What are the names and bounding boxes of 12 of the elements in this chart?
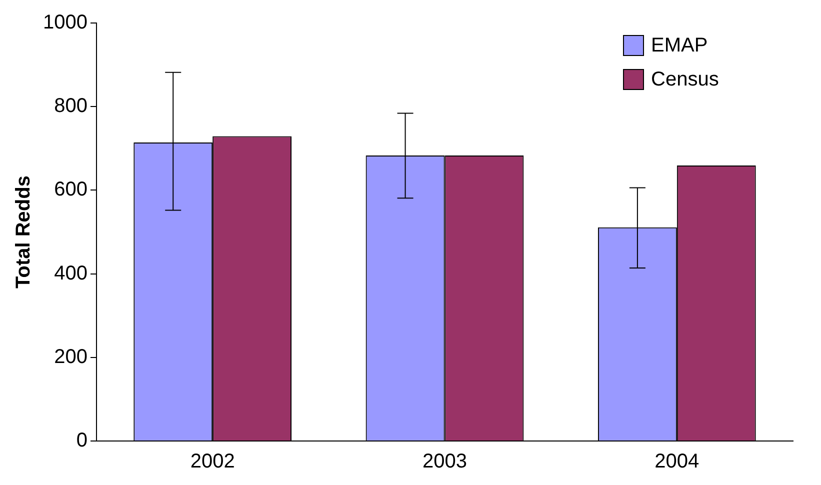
y-tick-label: 1000 [42, 12, 88, 34]
x-tick-label: 2002 [190, 450, 235, 473]
y-tick-label: 600 [54, 178, 88, 201]
y-tick-label: 200 [54, 346, 88, 368]
x-tick-label: 2003 [422, 450, 467, 473]
y-tick-label: 800 [54, 95, 88, 118]
legend-label: Census [651, 68, 719, 91]
x-tick-label: 2004 [654, 450, 700, 473]
legend-label: EMAP [651, 34, 708, 57]
y-tick-label: 400 [54, 262, 88, 284]
y-tick-label: 0 [76, 430, 88, 452]
y-axis-title: Total Redds [12, 176, 35, 288]
